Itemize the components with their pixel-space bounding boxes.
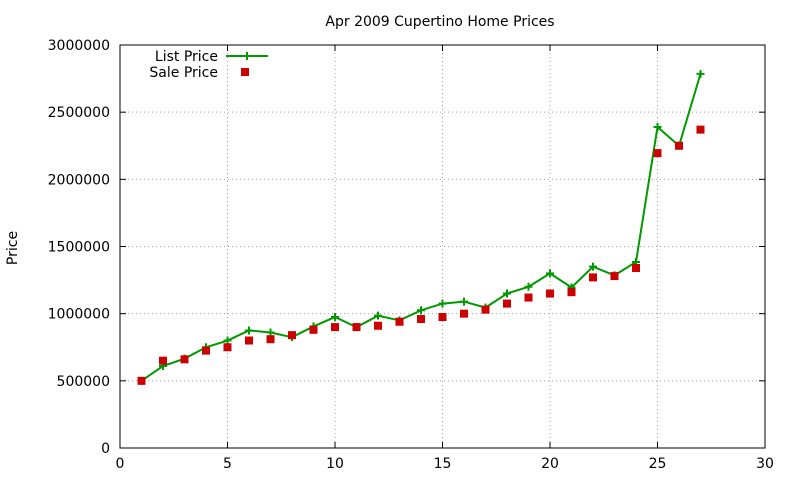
sale-price-point: [610, 272, 619, 281]
x-tick-label: 15: [434, 456, 452, 472]
sale-price-point: [632, 263, 640, 272]
sale-price-point: [180, 355, 189, 364]
list-price-point: [266, 328, 275, 337]
sale-price-point: [567, 288, 576, 297]
sale-price-point: [503, 299, 511, 308]
x-tick-label: 20: [541, 456, 559, 472]
sale-price-point: [245, 336, 253, 345]
grid: [120, 45, 765, 448]
x-tick-label: 25: [649, 456, 667, 472]
sale-price-point: [675, 141, 683, 150]
sale-price-point: [481, 305, 490, 314]
sale-price-point: [460, 309, 468, 318]
sale-price-point: [202, 346, 210, 355]
list-price-point: [438, 299, 447, 308]
list-price-point: [696, 69, 705, 78]
list-price-point: [524, 282, 533, 291]
y-tick-label: 2500000: [48, 105, 110, 121]
list-price-point: [460, 297, 468, 306]
sale-price-point: [266, 335, 275, 344]
legend-label-sale-price: Sale Price: [149, 65, 218, 81]
y-tick-label: 1000000: [48, 307, 110, 323]
sale-price-point: [309, 325, 318, 334]
sale-price-point: [352, 323, 361, 332]
y-tick-label: 3000000: [48, 38, 110, 54]
sale-price-point: [288, 331, 296, 340]
sale-price-point: [374, 321, 382, 330]
list-price-point: [223, 336, 232, 345]
x-tick-label: 0: [116, 456, 125, 472]
sale-price-point: [696, 125, 705, 134]
legend-label-list-price: List Price: [155, 49, 218, 65]
x-tick-label: 5: [223, 456, 232, 472]
list-price-point: [653, 122, 662, 131]
y-axis-label: Price: [5, 231, 21, 265]
sale-price-point: [417, 315, 425, 324]
sale-price-point: [438, 313, 447, 322]
sale-price-point: [546, 289, 554, 298]
list-price-point: [417, 306, 425, 315]
legend-marker-list-price: [243, 52, 251, 60]
axes: 0 500000 1000000 1500000 2000000 2500000 30000…: [48, 38, 774, 472]
y-tick-label: 2000000: [48, 172, 110, 188]
y-tick-label: 500000: [57, 374, 110, 390]
y-tick-label: 0: [101, 441, 110, 457]
list-price-point: [546, 269, 554, 278]
sale-price-point: [395, 317, 404, 326]
list-price-point: [503, 289, 511, 298]
sale-price-point: [159, 356, 167, 365]
list-price-point: [374, 311, 382, 320]
sale-price-point: [223, 343, 232, 352]
plot-frame: [119, 44, 766, 449]
x-tick-label: 10: [326, 456, 344, 472]
sale-price-point: [331, 323, 339, 332]
legend-marker-sale-price: [241, 68, 249, 76]
list-price-line: [140, 73, 702, 382]
plot-area: [137, 69, 705, 385]
list-price-point: [245, 326, 253, 335]
sale-price-point: [653, 149, 662, 158]
list-price-point: [331, 313, 339, 322]
chart-title: Apr 2009 Cupertino Home Prices: [325, 14, 554, 30]
list-price-point: [589, 262, 597, 271]
y-tick-label: 1500000: [48, 240, 110, 256]
sale-price-point: [589, 273, 597, 282]
x-tick-label: 30: [756, 456, 774, 472]
sale-price-point: [137, 376, 146, 385]
sale-price-point: [524, 293, 533, 302]
